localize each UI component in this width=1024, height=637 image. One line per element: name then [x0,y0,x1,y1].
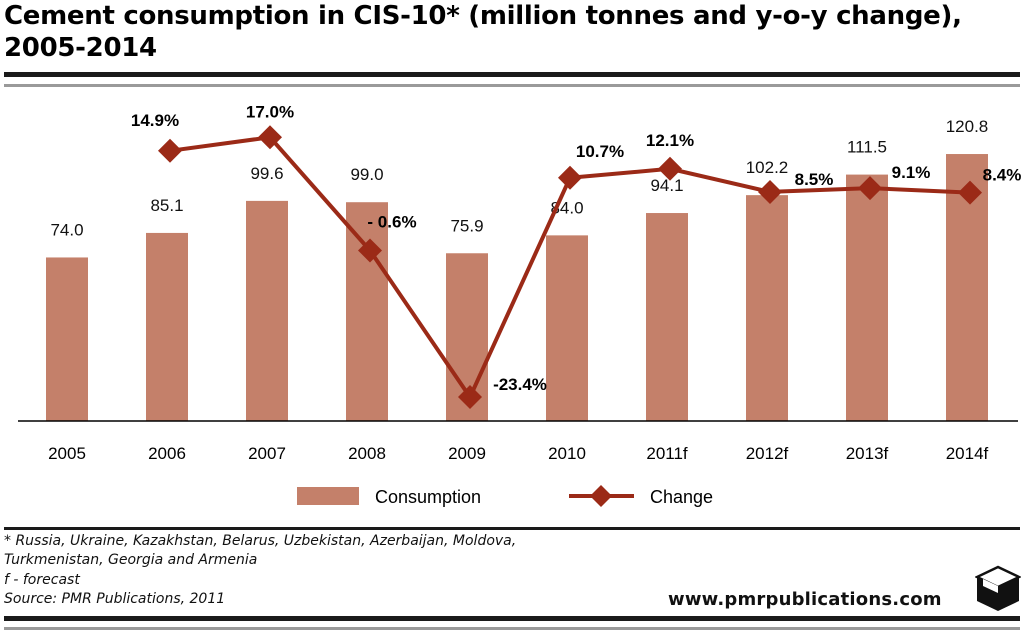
bar-value-label-2012f: 102.2 [746,158,789,177]
change-value-label-2007: 17.0% [246,102,294,121]
footnote-countries: * Russia, Ukraine, Kazakhstan, Belarus, … [4,533,517,568]
footnote-forecast: f - forecast [4,572,80,588]
bar-value-label-2005: 74.0 [50,220,83,239]
legend-label-consumption: Consumption [375,487,481,507]
change-point-2006 [158,138,182,163]
x-tick-2006: 2006 [148,444,186,463]
x-tick-2013f: 2013f [846,444,889,463]
change-value-label-2010: 10.7% [576,142,624,161]
top-rule [4,72,1020,77]
change-point-2007 [258,125,282,150]
legend-swatch-consumption [297,487,359,505]
legend-diamond-icon [590,485,612,507]
bottom-rule-upper [4,527,1020,530]
x-tick-labels: 2005 2006 2007 2008 2009 2010 2011f 2012f 2013f 2… [48,444,988,463]
bar-consumption-2006 [146,232,188,421]
bar-value-label-2011f: 94.1 [650,176,683,195]
change-value-label-2013f: 9.1% [892,163,931,182]
bar-consumption-2008 [346,202,388,421]
bar-consumption-2007 [246,200,288,421]
chart-title: Cement consumption in CIS-10* (million t… [4,1,962,63]
bar-consumption-2013f [846,174,888,421]
footnote-source: Source: PMR Publications, 2011 [4,591,226,607]
bar-consumption-2005 [46,257,88,421]
x-tick-2012f: 2012f [746,444,789,463]
bottom-rule-thin [4,627,1020,630]
bottom-rule [4,616,1020,621]
change-point-2008 [358,238,382,263]
change-value-label-2008: - 0.6% [367,212,416,231]
bar-value-label-2006: 85.1 [150,196,183,215]
change-point-2012f [758,179,782,204]
change-value-label-2011f: 12.1% [646,131,694,150]
x-tick-2005: 2005 [48,444,86,463]
bar-consumption-2010 [546,235,588,421]
change-point-2011f [658,156,682,181]
cube-logo-icon [975,565,1021,611]
legend: Consumption Change [297,485,713,507]
change-point-2013f [858,176,882,201]
x-tick-2010: 2010 [548,444,586,463]
website-link[interactable]: www.pmrpublications.com [668,589,942,610]
bar-value-label-2014f: 120.8 [946,117,989,136]
change-value-label-2012f: 8.5% [795,170,834,189]
bar-consumption-2012f [746,195,788,421]
x-tick-2014f: 2014f [946,444,989,463]
bar-value-label-2009: 75.9 [450,216,483,235]
change-value-label-2009: -23.4% [493,375,547,394]
top-rule-thin [4,84,1020,87]
change-point-2009 [458,385,482,410]
bars-group: 74.085.199.6 99.075.984.094.1102.2111.512… [46,117,989,422]
change-line-group: 14.9% 17.0% - 0.6% -23.4% 10.7% 12.1% 8.5% 9.1%… [131,102,1022,410]
bar-value-label-2007: 99.6 [250,164,283,183]
x-tick-2007: 2007 [248,444,286,463]
x-tick-2011f: 2011f [646,444,688,463]
change-value-label-2006: 14.9% [131,111,179,130]
legend-label-change: Change [650,487,713,507]
bar-value-label-2008: 99.0 [350,165,383,184]
change-point-2014f [958,180,982,205]
x-tick-2008: 2008 [348,444,386,463]
bar-value-label-2013f: 111.5 [847,138,887,157]
change-value-label-2014f: 8.4% [983,166,1022,185]
x-tick-2009: 2009 [448,444,486,463]
bar-consumption-2011f [646,213,688,421]
change-point-2010 [558,165,582,190]
